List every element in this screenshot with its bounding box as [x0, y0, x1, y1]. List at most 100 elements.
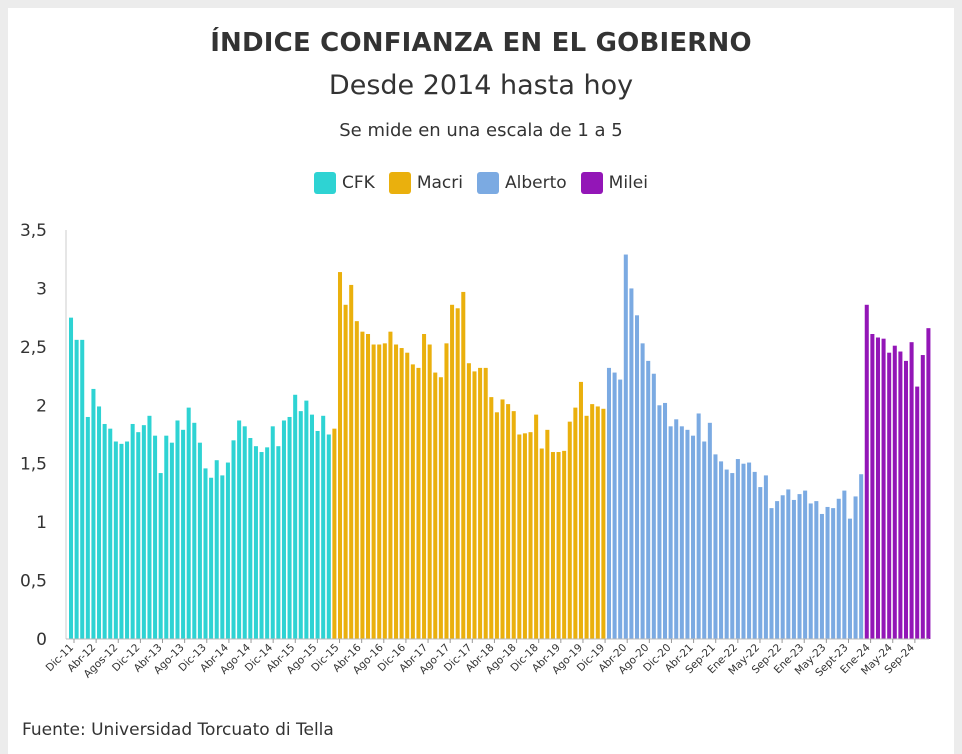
bar-cfk [326, 434, 331, 639]
bar-macri [416, 367, 421, 639]
bar-alberto [634, 315, 640, 639]
bar-alberto [847, 518, 852, 639]
bar-cfk [192, 422, 197, 639]
bar-cfk [209, 477, 214, 639]
bar-cfk [281, 420, 286, 639]
legend-item-alberto[interactable]: Alberto [476, 172, 567, 194]
bar-cfk [175, 420, 180, 639]
bar-macri [388, 331, 393, 639]
bar-macri [382, 343, 387, 639]
bar-macri [433, 372, 438, 639]
bar-cfk [304, 400, 309, 639]
legend-item-milei[interactable]: Milei [580, 172, 648, 194]
bar-alberto [696, 413, 701, 639]
bar-macri [332, 428, 337, 639]
bar-alberto [769, 508, 774, 639]
bar-cfk [225, 462, 230, 639]
bar-cfk [298, 411, 303, 639]
bar-macri [590, 404, 595, 639]
bar-macri [410, 364, 415, 639]
bar-cfk [69, 317, 74, 639]
bar-alberto [691, 435, 696, 639]
bar-macri [483, 367, 488, 639]
bar-alberto [679, 426, 684, 639]
bar-cfk [119, 443, 124, 639]
bar-cfk [293, 394, 298, 639]
bar-cfk [80, 339, 85, 639]
bar-macri [595, 406, 600, 639]
legend-label-cfk: CFK [342, 173, 375, 193]
legend-swatch-milei [580, 172, 603, 194]
bar-macri [517, 434, 522, 639]
bar-cfk [197, 442, 202, 639]
bar-alberto [819, 513, 824, 639]
bar-macri [545, 429, 550, 639]
bar-cfk [169, 442, 174, 639]
bar-milei [898, 351, 903, 639]
bar-macri [573, 407, 578, 639]
legend-item-macri[interactable]: Macri [388, 172, 463, 194]
bar-macri [427, 344, 432, 639]
bar-cfk [231, 440, 236, 639]
chart-title: ÍNDICE CONFIANZA EN EL GOBIERNO [210, 28, 752, 58]
chart-scale-note: Se mide en una escala de 1 a 5 [339, 120, 623, 141]
bar-alberto [786, 489, 791, 639]
y-tick-label: 3,5 [20, 221, 47, 241]
bar-alberto [842, 490, 847, 639]
y-tick-label: 0,5 [20, 572, 47, 592]
bar-alberto [853, 496, 858, 639]
bar-alberto [836, 498, 841, 639]
bar-alberto [735, 459, 740, 639]
bar-cfk [237, 420, 242, 639]
legend-swatch-macri [388, 172, 411, 194]
bar-alberto [606, 367, 611, 639]
bar-milei [915, 386, 920, 639]
bar-milei [887, 352, 892, 639]
bar-alberto [747, 462, 752, 639]
bar-cfk [130, 423, 135, 639]
bar-alberto [674, 419, 679, 639]
bar-macri [539, 448, 544, 639]
bar-macri [422, 334, 427, 639]
bar-cfk [321, 415, 326, 639]
bar-macri [522, 433, 527, 639]
bar-cfk [248, 438, 253, 639]
bar-cfk [136, 432, 141, 639]
bar-alberto [663, 402, 668, 639]
bar-alberto [780, 495, 785, 639]
chart-subtitle: Desde 2014 hasta hoy [328, 70, 634, 101]
source-note: Fuente: Universidad Torcuato di Tella [22, 720, 334, 740]
bar-alberto [730, 473, 735, 639]
bar-macri [511, 411, 516, 639]
bar-macri [578, 381, 583, 639]
bar-cfk [270, 426, 275, 639]
bar-alberto [825, 506, 830, 639]
bar-chart: 00,511,522,533,5Dic-11Abr-12Agos-12Dic-1… [20, 221, 931, 680]
bar-macri [478, 367, 483, 639]
bar-macri [528, 432, 533, 639]
bar-milei [881, 338, 886, 639]
bar-alberto [763, 475, 768, 639]
bar-alberto [702, 441, 707, 639]
bar-macri [444, 343, 449, 639]
bar-macri [601, 408, 606, 639]
bar-macri [394, 344, 399, 639]
bar-milei [892, 345, 897, 639]
legend-swatch-alberto [476, 172, 499, 194]
bar-alberto [791, 499, 796, 639]
bar-macri [550, 452, 555, 639]
bar-macri [450, 304, 455, 639]
bar-cfk [287, 416, 292, 639]
bar-alberto [713, 454, 718, 639]
legend-item-cfk[interactable]: CFK [314, 172, 375, 194]
bar-macri [371, 344, 376, 639]
bar-macri [366, 334, 371, 639]
bar-macri [556, 452, 561, 639]
bar-cfk [186, 407, 191, 639]
bar-macri [360, 331, 365, 639]
bar-milei [909, 342, 914, 639]
bar-alberto [640, 343, 645, 639]
y-tick-label: 1,5 [20, 455, 47, 475]
bar-alberto [831, 508, 836, 639]
bar-macri [562, 450, 567, 639]
